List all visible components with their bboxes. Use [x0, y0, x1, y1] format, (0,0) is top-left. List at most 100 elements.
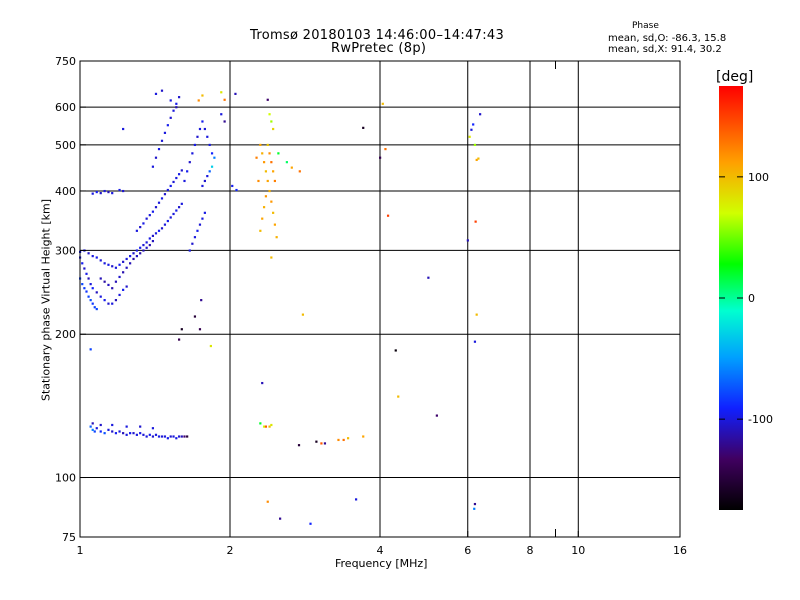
data-point: [148, 243, 151, 247]
data-point: [279, 517, 282, 520]
data-point: [142, 433, 145, 436]
data-point: [95, 307, 98, 311]
data-point: [85, 290, 88, 293]
data-point: [107, 428, 110, 431]
data-point: [111, 287, 114, 290]
data-point: [95, 256, 98, 259]
colorbar-unit: [deg]: [716, 69, 754, 85]
data-point: [208, 170, 211, 173]
data-point: [166, 188, 169, 192]
data-point: [99, 430, 102, 433]
data-point: [151, 234, 155, 237]
data-point: [125, 285, 128, 288]
x-tick-label: 8: [527, 544, 534, 557]
data-point: [183, 435, 186, 438]
data-point: [394, 349, 397, 352]
data-point: [384, 147, 387, 151]
data-point: [151, 427, 155, 430]
data-point: [272, 211, 275, 214]
data-point: [297, 444, 301, 447]
data-point: [166, 219, 169, 223]
data-point: [142, 243, 145, 247]
data-point: [125, 425, 128, 428]
data-point: [259, 422, 262, 425]
data-point: [472, 123, 475, 126]
phase-heading: Phase: [632, 21, 659, 31]
data-point: [196, 135, 199, 138]
data-point: [315, 440, 318, 443]
data-point: [118, 293, 121, 297]
data-point: [262, 161, 266, 164]
data-point: [93, 306, 96, 309]
data-point: [107, 263, 110, 266]
colorbar-tick-label: -100: [748, 413, 773, 426]
data-point: [148, 237, 151, 240]
data-point: [169, 435, 172, 438]
data-point: [268, 425, 271, 428]
data-point: [268, 152, 271, 155]
data-point: [198, 328, 202, 331]
data-point: [122, 432, 125, 435]
data-point: [166, 124, 169, 127]
data-point: [118, 263, 121, 266]
data-point: [272, 170, 275, 173]
data-point: [270, 200, 273, 203]
data-point: [257, 179, 260, 183]
data-point: [180, 202, 183, 205]
data-point: [468, 135, 471, 138]
data-point: [223, 98, 226, 101]
data-point: [466, 239, 469, 242]
data-point: [122, 288, 125, 291]
data-point: [175, 437, 178, 440]
data-point: [151, 435, 155, 438]
data-point: [135, 229, 138, 232]
x-tick-label: 6: [464, 544, 471, 557]
data-point: [381, 102, 384, 105]
colorbar-unit-text: deg: [721, 69, 748, 85]
data-point: [132, 257, 135, 261]
y-tick-label: 200: [55, 328, 76, 341]
data-point: [145, 217, 148, 220]
data-point: [139, 246, 142, 249]
data-point: [270, 256, 273, 259]
data-point: [135, 249, 138, 252]
data-point: [125, 257, 128, 261]
data-point: [234, 92, 237, 95]
data-point: [186, 170, 189, 173]
data-point: [122, 260, 125, 263]
data-point: [95, 291, 98, 294]
data-point: [231, 184, 234, 188]
data-point: [142, 249, 145, 252]
data-point: [397, 395, 400, 398]
data-point: [157, 435, 161, 438]
data-point: [163, 193, 167, 196]
data-point: [99, 295, 102, 298]
data-point: [132, 432, 135, 435]
data-point: [203, 211, 206, 214]
y-tick-label: 750: [55, 55, 76, 68]
data-point: [198, 127, 202, 131]
data-point: [163, 131, 167, 134]
data-point: [135, 433, 138, 436]
data-point: [220, 113, 223, 116]
data-point: [118, 430, 121, 433]
data-point: [477, 157, 480, 160]
data-point: [91, 422, 94, 425]
data-point: [177, 173, 181, 176]
data-point: [169, 184, 172, 188]
data-point: [266, 179, 269, 183]
data-point: [111, 265, 114, 268]
data-point: [145, 435, 148, 438]
y-tick-label: 500: [55, 139, 76, 152]
data-point: [99, 192, 102, 195]
data-point: [208, 143, 211, 147]
data-point: [203, 179, 206, 183]
data-point: [87, 252, 90, 255]
data-point: [223, 120, 226, 123]
data-point: [206, 174, 209, 178]
data-point: [122, 271, 125, 274]
data-point: [259, 229, 262, 232]
colorbar-ticks: 100 0 -100: [719, 171, 773, 426]
data-point: [180, 328, 183, 331]
